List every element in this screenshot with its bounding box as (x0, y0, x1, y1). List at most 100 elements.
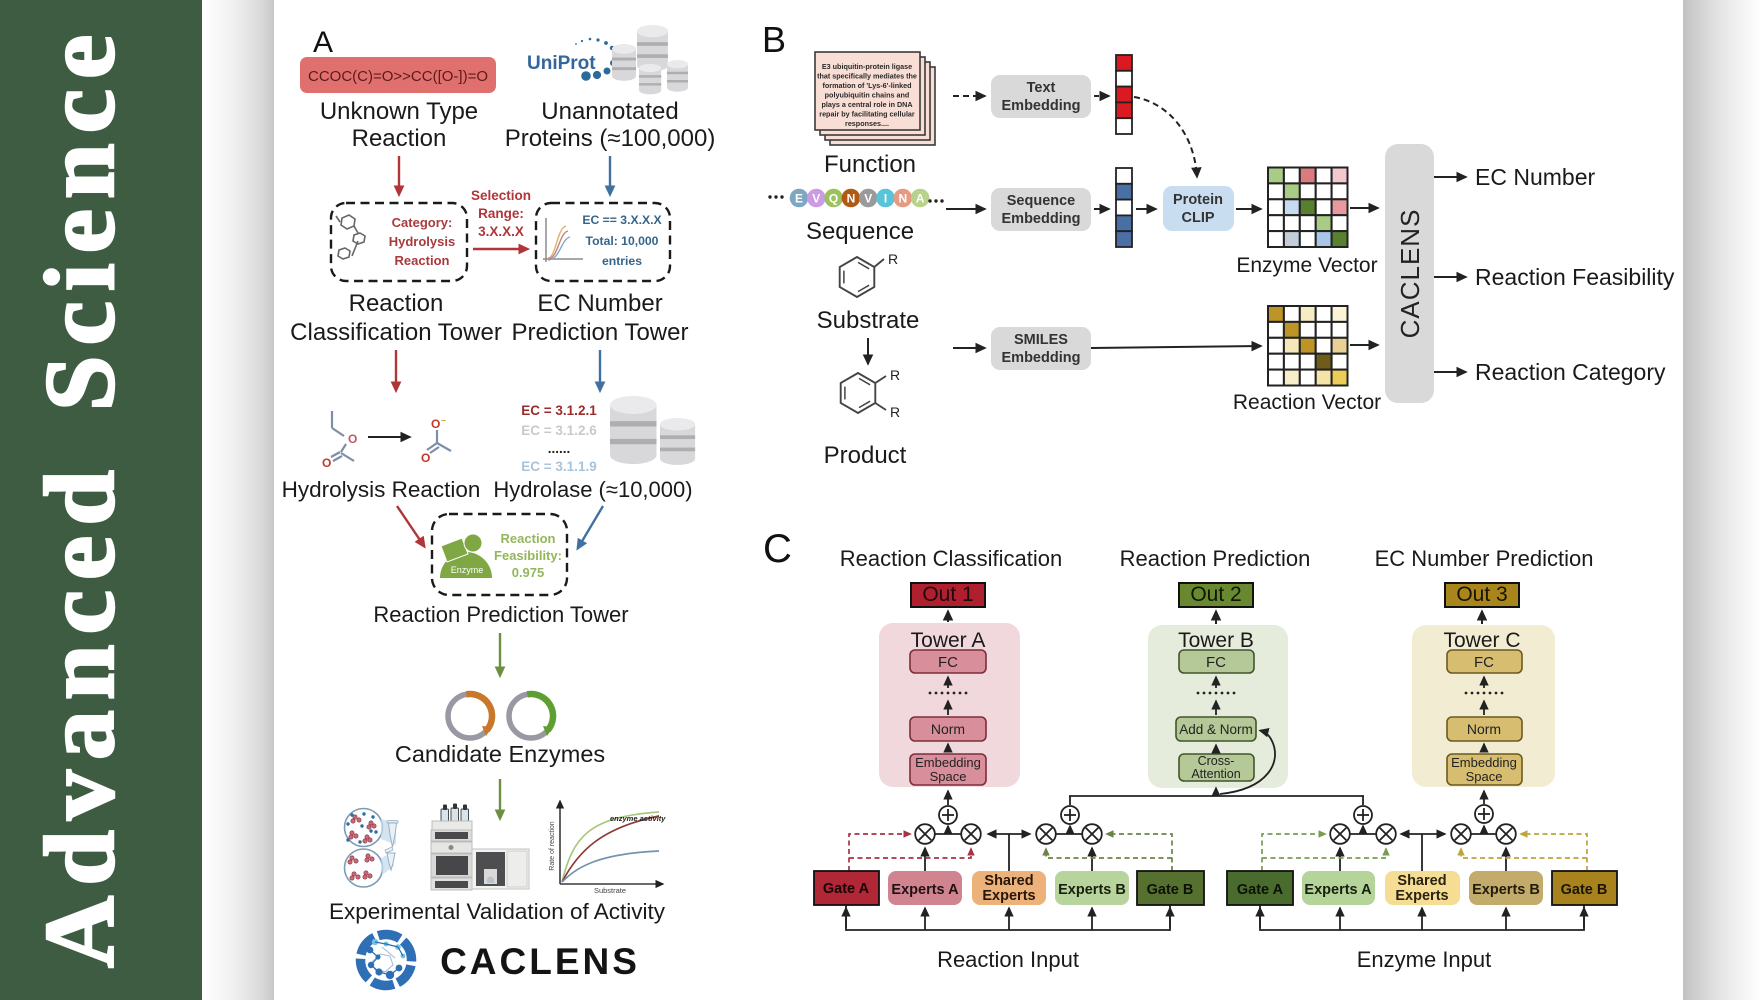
svg-text:Space: Space (930, 769, 967, 784)
svg-text:N: N (898, 192, 907, 206)
svg-text:Selection: Selection (471, 188, 531, 203)
svg-text:V: V (812, 192, 820, 206)
svg-text:responses....: responses.... (845, 119, 889, 128)
svg-text:Gate A: Gate A (1237, 882, 1284, 898)
svg-text:formation of 'Lys-6'-linked: formation of 'Lys-6'-linked (822, 81, 911, 90)
svg-text:N: N (847, 192, 856, 206)
svg-text:Reaction: Reaction (349, 290, 444, 317)
svg-text:Unknown Type: Unknown Type (320, 98, 478, 125)
svg-text:Substrate: Substrate (817, 307, 920, 334)
svg-text:Norm: Norm (931, 721, 965, 737)
svg-text:EC = 3.1.2.6: EC = 3.1.2.6 (521, 423, 597, 438)
svg-text:Protein: Protein (1173, 192, 1223, 208)
svg-text:Experts: Experts (982, 888, 1035, 904)
svg-text:Reaction Classification: Reaction Classification (840, 546, 1063, 571)
svg-text:Embedding: Embedding (915, 755, 981, 770)
svg-text:Reaction Vector: Reaction Vector (1233, 391, 1381, 414)
svg-text:Total: 10,000: Total: 10,000 (586, 234, 659, 248)
svg-text:Enzyme Vector: Enzyme Vector (1236, 254, 1377, 277)
svg-text:Rate of reaction: Rate of reaction (549, 821, 556, 871)
svg-text:3.X.X.X: 3.X.X.X (478, 224, 524, 239)
svg-text:Advanced Science: Advanced Science (24, 25, 135, 968)
svg-text:O: O (322, 456, 331, 470)
svg-text:Reaction Feasibility: Reaction Feasibility (1475, 264, 1675, 290)
svg-text:Category:: Category: (392, 215, 453, 230)
svg-text:Feasibility:: Feasibility: (494, 548, 562, 563)
svg-text:that specifically mediates the: that specifically mediates the (817, 72, 917, 81)
svg-text:repair by facilitating cellula: repair by facilitating cellular (819, 110, 915, 119)
svg-text:O: O (348, 432, 357, 446)
svg-text:Embedding: Embedding (1002, 211, 1081, 227)
svg-text:Out 2: Out 2 (1190, 583, 1241, 606)
svg-text:R: R (888, 251, 898, 267)
svg-text:Gate B: Gate B (1147, 882, 1194, 898)
svg-text:Text: Text (1027, 80, 1056, 96)
svg-text:polyubiquitin chains and: polyubiquitin chains and (825, 91, 910, 100)
svg-text:I: I (884, 192, 887, 206)
svg-text:Classification Tower: Classification Tower (290, 319, 502, 346)
svg-text:Tower C: Tower C (1443, 629, 1520, 652)
svg-text:A: A (313, 26, 333, 59)
svg-text:O: O (421, 451, 430, 465)
svg-text:Embedding: Embedding (1002, 350, 1081, 366)
svg-text:......: ...... (548, 441, 571, 456)
svg-text:Reaction: Reaction (352, 125, 447, 152)
svg-text:Sequence: Sequence (1007, 193, 1076, 209)
svg-text:Hydrolysis: Hydrolysis (389, 234, 455, 249)
svg-text:Experimental Validation of Act: Experimental Validation of Activity (329, 899, 666, 924)
svg-text:Reaction: Reaction (395, 253, 450, 268)
svg-text:EC = 3.1.1.9: EC = 3.1.1.9 (521, 459, 596, 474)
svg-text:Unannotated: Unannotated (541, 98, 678, 125)
svg-text:Hydrolysis Reaction: Hydrolysis Reaction (282, 477, 481, 502)
svg-text:Tower B: Tower B (1178, 629, 1254, 652)
svg-text:plays a central role in DNA: plays a central role in DNA (821, 100, 912, 109)
svg-text:Reaction: Reaction (501, 531, 556, 546)
svg-text:Experts B: Experts B (1058, 882, 1126, 898)
svg-text:E: E (795, 192, 803, 206)
svg-text:Prediction Tower: Prediction Tower (512, 319, 689, 346)
svg-text:Out 3: Out 3 (1456, 583, 1507, 606)
svg-text:UniProt: UniProt (527, 53, 596, 74)
svg-text:R: R (890, 367, 900, 383)
svg-text:V: V (864, 192, 872, 206)
svg-text:FC: FC (1474, 654, 1494, 671)
svg-text:SMILES: SMILES (1014, 332, 1068, 348)
svg-text:Reaction Category: Reaction Category (1475, 359, 1666, 385)
svg-text:FC: FC (938, 654, 958, 671)
svg-text:CLIP: CLIP (1181, 210, 1214, 226)
svg-text:enzyme activity: enzyme activity (610, 814, 666, 823)
svg-text:–: – (441, 415, 446, 425)
svg-text:Substrate: Substrate (594, 886, 626, 895)
svg-text:Out 1: Out 1 (922, 583, 973, 606)
svg-text:Add & Norm: Add & Norm (1179, 722, 1253, 737)
svg-text:Shared: Shared (1397, 873, 1446, 889)
svg-text:Experts B: Experts B (1472, 882, 1540, 898)
svg-text:R: R (890, 404, 900, 420)
svg-text:EC Number Prediction: EC Number Prediction (1375, 546, 1594, 571)
svg-text:Product: Product (824, 442, 907, 469)
svg-text:E3 ubiquitin-protein ligase: E3 ubiquitin-protein ligase (822, 62, 912, 71)
svg-text:Experts: Experts (1395, 888, 1448, 904)
svg-text:EC == 3.X.X.X: EC == 3.X.X.X (582, 213, 662, 227)
svg-text:FC: FC (1206, 654, 1226, 671)
svg-text:Range:: Range: (478, 206, 524, 221)
svg-text:Sequence: Sequence (806, 218, 914, 245)
svg-text:Hydrolase (≈10,000): Hydrolase (≈10,000) (493, 477, 692, 502)
svg-text:Proteins (≈100,000): Proteins (≈100,000) (505, 125, 716, 152)
svg-text:EC Number: EC Number (537, 290, 662, 317)
svg-text:Reaction Prediction: Reaction Prediction (1120, 546, 1311, 571)
svg-text:Cross-: Cross- (1198, 754, 1235, 768)
svg-text:Candidate Enzymes: Candidate Enzymes (395, 741, 605, 767)
svg-text:entries: entries (602, 254, 642, 268)
svg-text:Embedding: Embedding (1451, 755, 1517, 770)
svg-text:CCOC(C)=O>>CC([O-])=O: CCOC(C)=O>>CC([O-])=O (308, 68, 488, 85)
svg-text:Reaction Prediction Tower: Reaction Prediction Tower (373, 602, 628, 627)
svg-text:B: B (762, 19, 786, 60)
svg-text:Norm: Norm (1467, 721, 1501, 737)
svg-text:CACLENS: CACLENS (440, 941, 640, 982)
svg-text:0.975: 0.975 (512, 565, 545, 580)
svg-text:Function: Function (824, 151, 916, 178)
svg-text:Experts A: Experts A (1304, 882, 1372, 898)
svg-text:EC = 3.1.2.1: EC = 3.1.2.1 (521, 403, 597, 418)
svg-text:Attention: Attention (1191, 767, 1240, 781)
